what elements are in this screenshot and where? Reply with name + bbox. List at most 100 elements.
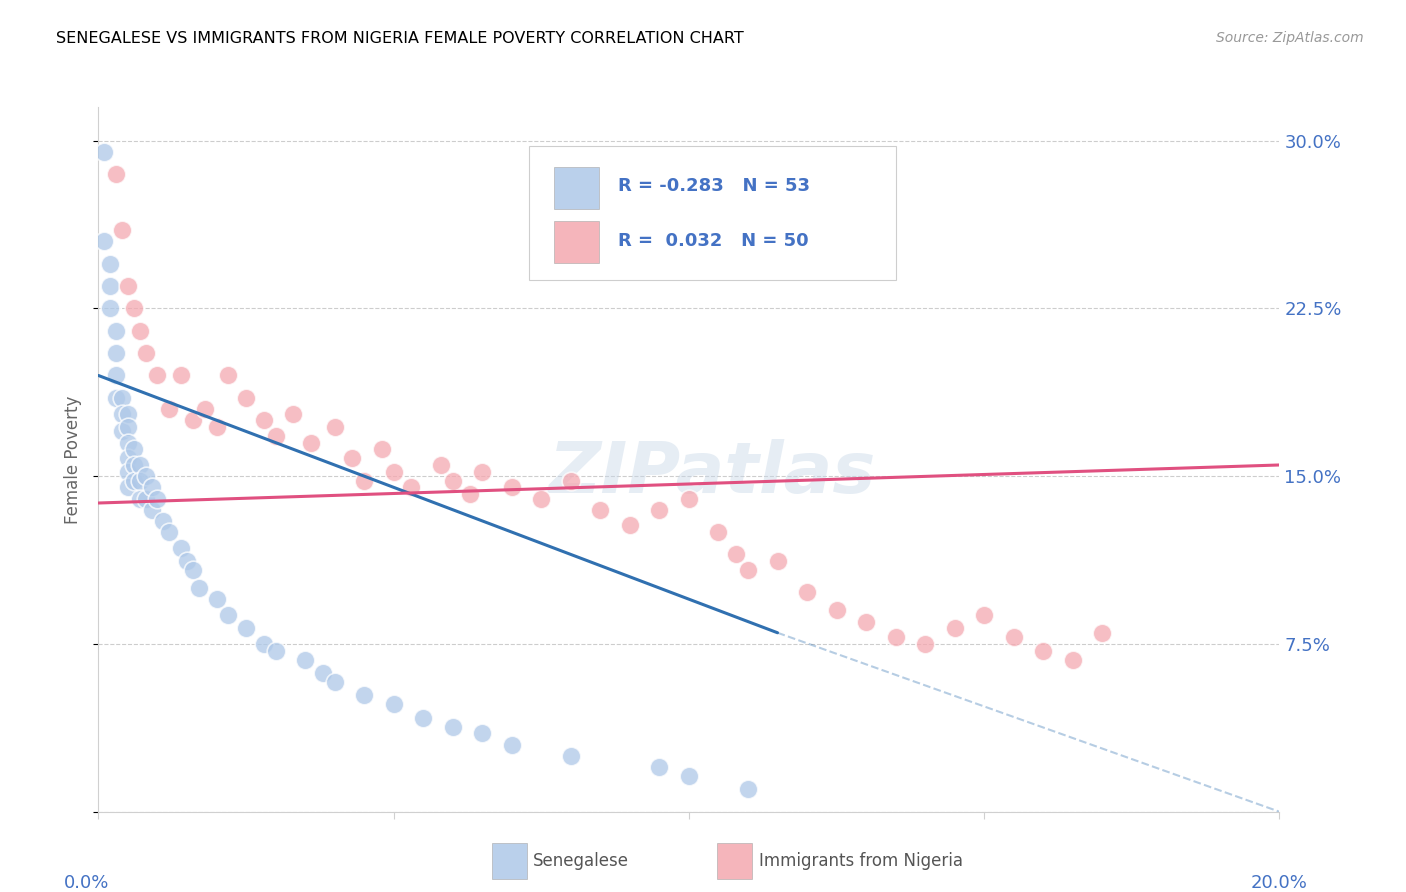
Point xyxy=(323,675,346,690)
Point xyxy=(973,607,995,622)
Point xyxy=(678,491,700,506)
Point xyxy=(111,223,134,237)
Point xyxy=(105,346,128,360)
Point xyxy=(353,689,375,703)
Point xyxy=(943,621,966,635)
Point xyxy=(501,738,523,752)
Point xyxy=(170,541,193,555)
Point xyxy=(141,480,163,494)
Point xyxy=(283,407,305,421)
Point xyxy=(560,748,582,763)
Text: Source: ZipAtlas.com: Source: ZipAtlas.com xyxy=(1216,31,1364,45)
Point xyxy=(105,391,128,405)
Point xyxy=(619,518,641,533)
Point xyxy=(253,637,276,651)
Text: R =  0.032   N = 50: R = 0.032 N = 50 xyxy=(619,232,808,250)
Point xyxy=(460,487,482,501)
Point xyxy=(430,458,453,472)
Point xyxy=(382,698,405,712)
Text: Immigrants from Nigeria: Immigrants from Nigeria xyxy=(759,852,963,870)
Point xyxy=(187,581,209,595)
Point xyxy=(312,666,335,681)
Point xyxy=(737,782,759,797)
Point xyxy=(176,554,198,568)
Point xyxy=(117,279,139,293)
Point xyxy=(501,480,523,494)
Point xyxy=(323,420,346,434)
Point xyxy=(353,474,375,488)
Point xyxy=(117,420,139,434)
Point xyxy=(98,257,121,271)
Point xyxy=(342,451,364,466)
Point xyxy=(766,554,789,568)
Point xyxy=(194,402,217,417)
Point xyxy=(707,525,730,540)
FancyBboxPatch shape xyxy=(554,167,599,210)
Point xyxy=(181,563,204,577)
Point xyxy=(205,592,228,607)
Point xyxy=(111,407,134,421)
Point xyxy=(648,760,671,774)
Point xyxy=(111,391,134,405)
Point xyxy=(401,480,423,494)
Text: 0.0%: 0.0% xyxy=(63,874,110,892)
Point xyxy=(725,548,748,562)
Point xyxy=(98,279,121,293)
Point xyxy=(530,491,553,506)
Point xyxy=(135,346,157,360)
Point xyxy=(737,563,759,577)
Text: R = -0.283   N = 53: R = -0.283 N = 53 xyxy=(619,177,810,195)
Point xyxy=(678,769,700,783)
Point xyxy=(235,621,257,635)
Point xyxy=(884,630,907,644)
Point xyxy=(111,425,134,439)
FancyBboxPatch shape xyxy=(554,221,599,263)
Point xyxy=(1002,630,1025,644)
Point xyxy=(117,480,139,494)
Point xyxy=(914,637,936,651)
Point xyxy=(181,413,204,427)
Point xyxy=(412,711,434,725)
Point xyxy=(117,465,139,479)
Point xyxy=(117,407,139,421)
Point xyxy=(217,607,239,622)
Point xyxy=(93,145,115,159)
Text: 20.0%: 20.0% xyxy=(1251,874,1308,892)
Point xyxy=(648,502,671,516)
Point xyxy=(157,525,180,540)
Point xyxy=(825,603,848,617)
Point xyxy=(217,368,239,383)
Point xyxy=(128,474,150,488)
Point xyxy=(371,442,394,457)
Point xyxy=(855,615,877,629)
Point xyxy=(264,429,287,443)
Text: SENEGALESE VS IMMIGRANTS FROM NIGERIA FEMALE POVERTY CORRELATION CHART: SENEGALESE VS IMMIGRANTS FROM NIGERIA FE… xyxy=(56,31,744,46)
FancyBboxPatch shape xyxy=(530,145,896,280)
Point xyxy=(122,442,145,457)
Point xyxy=(105,324,128,338)
Y-axis label: Female Poverty: Female Poverty xyxy=(63,395,82,524)
Point xyxy=(299,435,322,450)
Point xyxy=(128,491,150,506)
Point xyxy=(589,502,612,516)
Point xyxy=(105,167,128,181)
Point xyxy=(117,435,139,450)
Point xyxy=(105,368,128,383)
Point xyxy=(560,474,582,488)
Point xyxy=(253,413,276,427)
Point xyxy=(117,451,139,466)
Point xyxy=(170,368,193,383)
Point xyxy=(146,491,169,506)
Point xyxy=(1032,643,1054,657)
Point xyxy=(441,720,464,734)
Text: Senegalese: Senegalese xyxy=(533,852,628,870)
Point xyxy=(157,402,180,417)
Point xyxy=(128,324,150,338)
Point xyxy=(98,301,121,316)
Point xyxy=(294,652,316,666)
Point xyxy=(135,469,157,483)
Point xyxy=(93,234,115,248)
Point xyxy=(1062,652,1084,666)
Point xyxy=(441,474,464,488)
Point xyxy=(1091,625,1114,640)
